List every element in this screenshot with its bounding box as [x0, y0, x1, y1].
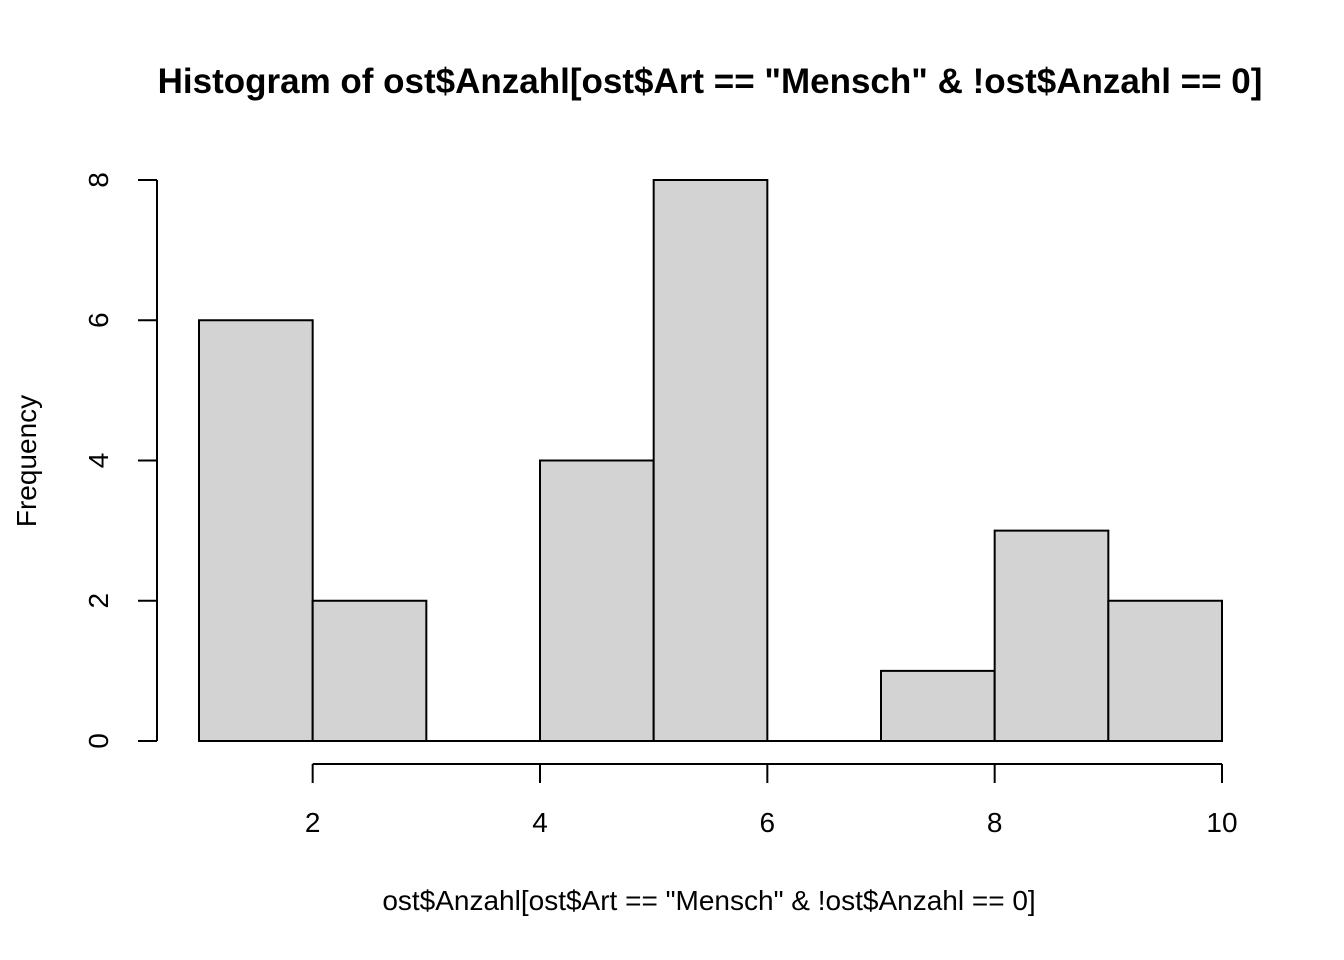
- histogram-bar-4-5: [539, 459, 655, 742]
- histogram-bar-2-3: [311, 599, 428, 742]
- chart-title: Histogram of ost$Anzahl[ost$Art == "Mens…: [158, 62, 1263, 101]
- y-tick-label-0: 0: [83, 733, 114, 749]
- histogram-bar-1-2: [198, 319, 314, 742]
- y-axis: 0 2 4 6 8: [83, 172, 158, 749]
- histogram-bar-5-6: [652, 179, 769, 742]
- x-tick-label-10: 10: [1206, 807, 1237, 838]
- y-tick-label-4: 4: [83, 453, 114, 469]
- y-tick-label-6: 6: [83, 312, 114, 328]
- y-axis-label: Frequency: [11, 395, 42, 527]
- x-axis-label: ost$Anzahl[ost$Art == "Mensch" & !ost$An…: [382, 885, 1035, 916]
- x-tick-label-6: 6: [760, 807, 776, 838]
- x-tick-label-4: 4: [532, 807, 548, 838]
- y-tick-label-2: 2: [83, 593, 114, 609]
- y-tick-label-8: 8: [83, 172, 114, 188]
- bars-group: [198, 179, 1224, 742]
- histogram-bar-8-9: [993, 529, 1110, 742]
- histogram-bar-9-10: [1107, 599, 1224, 742]
- histogram-bar-7-8: [880, 669, 996, 742]
- x-tick-label-8: 8: [987, 807, 1003, 838]
- x-axis: 2 4 6 8 10: [305, 763, 1238, 838]
- x-tick-label-2: 2: [305, 807, 321, 838]
